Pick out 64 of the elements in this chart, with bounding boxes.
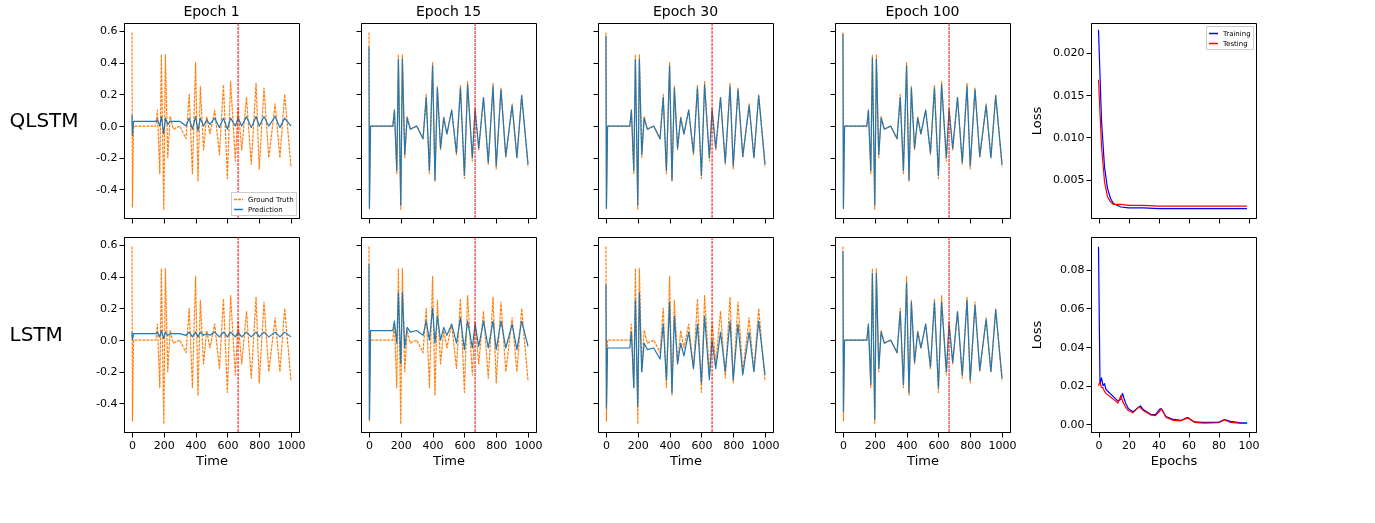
y-tick-label: 0.6 xyxy=(100,24,118,38)
chart-title: Epoch 30 xyxy=(652,2,719,19)
y-tick-label: -0.4 xyxy=(96,396,118,410)
y-tick-label: 0.005 xyxy=(1053,173,1085,187)
y-tick-label: 0.6 xyxy=(100,238,118,252)
x-axis-title: Epochs xyxy=(1150,452,1198,468)
x-tick-label: 1000 xyxy=(514,438,543,452)
x-tick-label: 0 xyxy=(128,438,136,452)
y-tick-label: 0.2 xyxy=(100,87,118,101)
x-tick-label: 100 xyxy=(1238,438,1260,452)
x-tick-label: 600 xyxy=(691,438,713,452)
y-tick-label: 0.020 xyxy=(1053,46,1085,60)
y-axis-title: Loss xyxy=(1028,106,1044,136)
y-tick-label: 0.02 xyxy=(1060,379,1085,393)
x-axis-title: Time xyxy=(195,452,228,468)
x-tick-label: 400 xyxy=(896,438,918,452)
x-tick-label: 800 xyxy=(960,438,982,452)
x-tick-label: 800 xyxy=(723,438,745,452)
x-tick-label: 600 xyxy=(928,438,950,452)
y-tick-label: 0.0 xyxy=(100,119,118,133)
x-tick-label: 200 xyxy=(627,438,649,452)
y-tick-label: 0.06 xyxy=(1060,301,1085,315)
x-axis-title: Time xyxy=(669,452,702,468)
y-tick-label: 0.04 xyxy=(1060,340,1085,354)
y-tick-label: 0.2 xyxy=(100,301,118,315)
y-axis-title: LSTM xyxy=(9,322,63,346)
y-tick-label: 0.08 xyxy=(1060,263,1085,277)
x-tick-label: 1000 xyxy=(751,438,780,452)
x-tick-label: 600 xyxy=(454,438,476,452)
y-tick-label: -0.2 xyxy=(96,365,118,379)
chart-title: Epoch 100 xyxy=(885,2,960,19)
x-tick-label: 400 xyxy=(185,438,207,452)
y-tick-label: -0.4 xyxy=(96,182,118,196)
x-tick-label: 600 xyxy=(217,438,239,452)
x-tick-label: 20 xyxy=(1122,438,1136,452)
chart-title: Epoch 15 xyxy=(415,2,482,19)
x-tick-label: 1000 xyxy=(988,438,1017,452)
x-axis-title: Time xyxy=(432,452,465,468)
y-tick-label: 0.0 xyxy=(100,333,118,347)
x-tick-label: 200 xyxy=(864,438,886,452)
y-tick-label: 0.00 xyxy=(1060,417,1085,431)
x-axis-title: Time xyxy=(906,452,939,468)
y-axis-title: QLSTM xyxy=(9,108,79,132)
x-tick-label: 800 xyxy=(249,438,271,452)
x-tick-label: 800 xyxy=(486,438,508,452)
y-axis-title: Loss xyxy=(1028,320,1044,350)
x-tick-label: 60 xyxy=(1182,438,1196,452)
x-tick-label: 200 xyxy=(153,438,175,452)
x-tick-label: 400 xyxy=(659,438,681,452)
x-tick-label: 200 xyxy=(390,438,412,452)
y-tick-label: 0.010 xyxy=(1053,130,1085,144)
x-tick-label: 0 xyxy=(1095,438,1103,452)
x-tick-label: 400 xyxy=(422,438,444,452)
y-tick-label: 0.015 xyxy=(1053,88,1085,102)
x-tick-label: 80 xyxy=(1212,438,1226,452)
x-tick-label: 0 xyxy=(602,438,610,452)
y-tick-label: -0.2 xyxy=(96,151,118,165)
chart-title: Epoch 1 xyxy=(183,2,240,19)
x-tick-label: 1000 xyxy=(277,438,306,452)
x-tick-label: 0 xyxy=(839,438,847,452)
x-tick-label: 40 xyxy=(1152,438,1166,452)
y-tick-label: 0.4 xyxy=(100,270,118,284)
y-tick-label: 0.4 xyxy=(100,56,118,70)
x-tick-label: 0 xyxy=(365,438,373,452)
